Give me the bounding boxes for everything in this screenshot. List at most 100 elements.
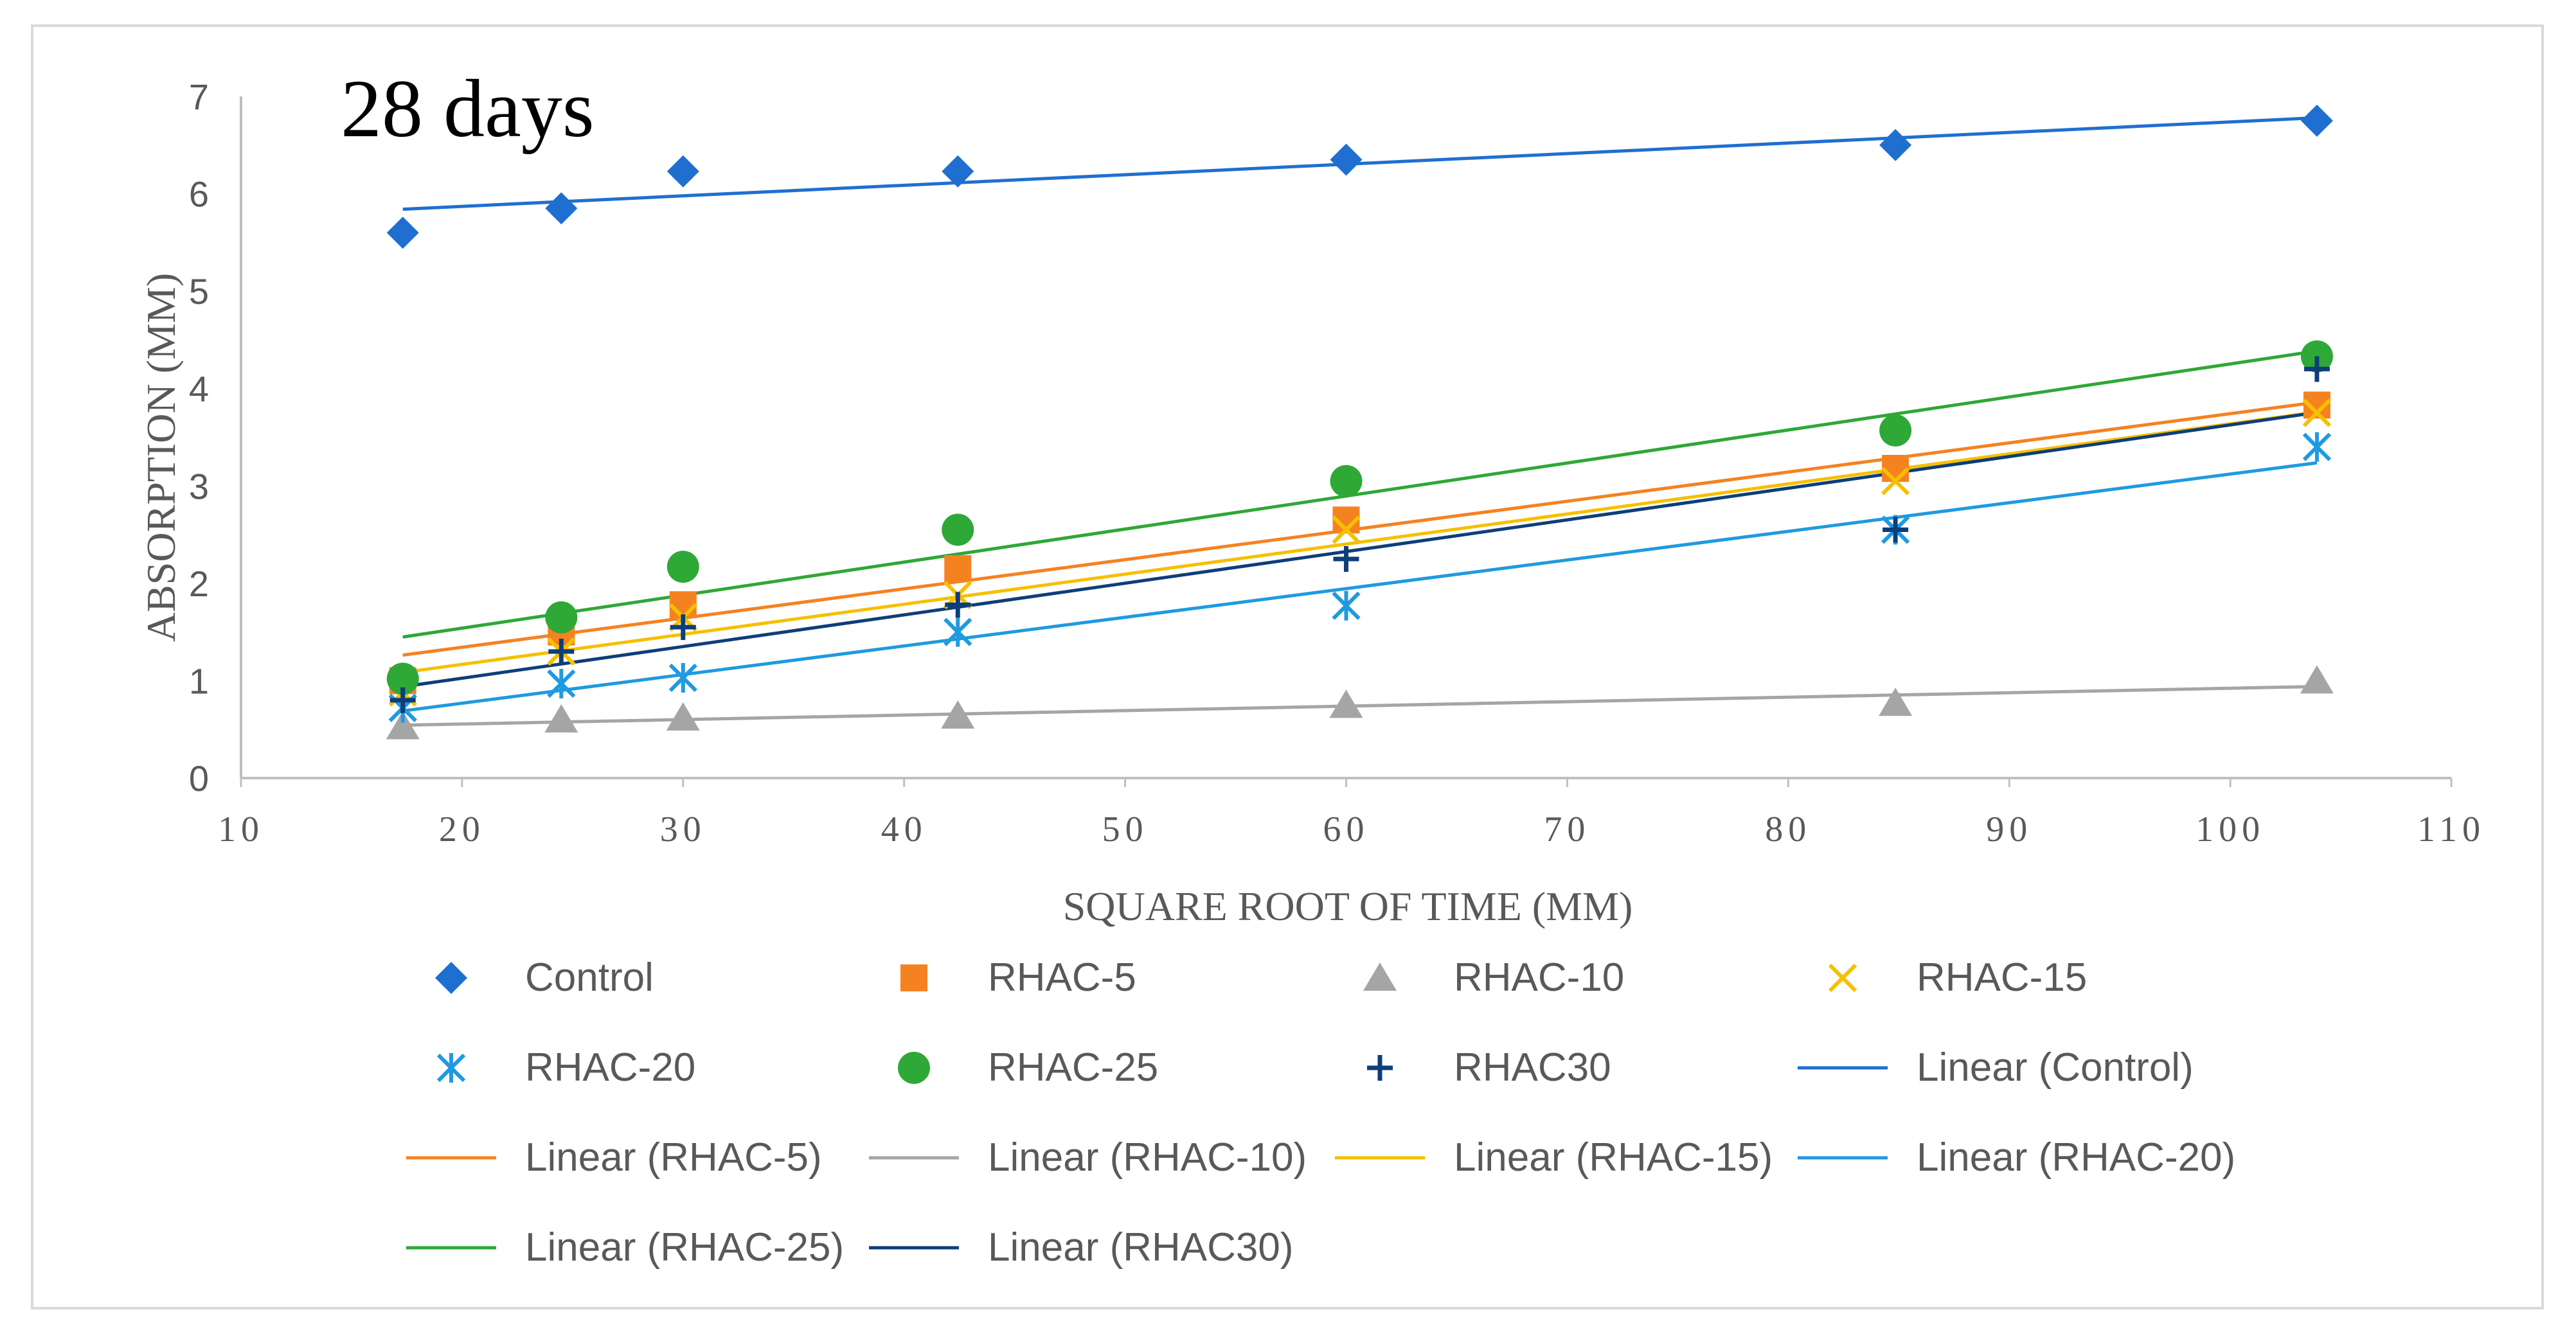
y-tick-label: 2 bbox=[189, 563, 209, 604]
legend-item: Control bbox=[435, 955, 654, 1000]
legend-label: RHAC30 bbox=[1454, 1045, 1611, 1090]
data-point-rhac30 bbox=[389, 687, 416, 713]
legend-item: Linear (RHAC-20) bbox=[1798, 1135, 2235, 1180]
data-point-rhac30 bbox=[670, 614, 696, 641]
legend-marker-rhac-5 bbox=[900, 964, 927, 991]
y-axis-title: ABSORPTION (MM) bbox=[138, 273, 184, 642]
legend-item: RHAC30 bbox=[1367, 1045, 1611, 1090]
data-point-rhac-10 bbox=[544, 704, 578, 733]
data-point-control bbox=[545, 192, 578, 225]
data-point-rhac-20 bbox=[547, 668, 576, 698]
data-point-rhac30 bbox=[548, 638, 575, 664]
y-tick-label: 5 bbox=[189, 271, 209, 312]
trendline-layer bbox=[402, 116, 2318, 727]
data-point-control bbox=[666, 155, 699, 188]
legend-label: Linear (RHAC30) bbox=[988, 1225, 1294, 1270]
trendline-rhac-15 bbox=[402, 410, 2318, 675]
data-point-rhac-10 bbox=[386, 711, 420, 740]
legend-label: RHAC-20 bbox=[525, 1045, 695, 1090]
data-point-control bbox=[1330, 143, 1363, 176]
data-point-rhac-20 bbox=[1332, 590, 1361, 621]
x-axis-title: SQUARE ROOT OF TIME (MM) bbox=[1063, 883, 1633, 929]
legend-item: Linear (RHAC-10) bbox=[869, 1135, 1307, 1180]
data-point-rhac-5 bbox=[1882, 455, 1910, 483]
legend-item: Linear (RHAC-15) bbox=[1335, 1135, 1773, 1180]
trendline-rhac-5 bbox=[402, 400, 2318, 657]
data-point-rhac-25 bbox=[666, 551, 699, 583]
data-point-rhac-15 bbox=[2302, 398, 2332, 427]
data-point-rhac-25 bbox=[545, 601, 578, 634]
data-point-control bbox=[386, 217, 419, 249]
legend-label: RHAC-5 bbox=[988, 955, 1136, 1000]
y-tick-label: 4 bbox=[189, 369, 209, 409]
legend-marker-rhac-25 bbox=[898, 1052, 930, 1084]
legend-marker-rhac-20 bbox=[436, 1053, 466, 1083]
chart-frame: 10 20 30 40 50 60 70 80 90 100 110 0 1 2 3 4 5 6 7 28 days… bbox=[31, 24, 2544, 1309]
y-tick-label: 6 bbox=[189, 174, 209, 215]
x-tick-label: 110 bbox=[2417, 810, 2485, 849]
legend-label: Linear (Control) bbox=[1917, 1045, 2194, 1090]
legend-item: RHAC-25 bbox=[898, 1045, 1158, 1090]
trendline-rhac-10 bbox=[402, 684, 2317, 727]
data-point-rhac-25 bbox=[1879, 414, 1912, 447]
legend-item: Linear (RHAC30) bbox=[869, 1225, 1294, 1270]
x-tick-label: 20 bbox=[439, 810, 485, 849]
legend-label: Control bbox=[525, 955, 654, 1000]
data-point-rhac-10 bbox=[1879, 687, 1913, 716]
legend-label: Linear (RHAC-20) bbox=[1917, 1135, 2235, 1180]
data-point-rhac30 bbox=[945, 592, 971, 618]
x-tick-label: 90 bbox=[1986, 810, 2032, 849]
legend-label: RHAC-25 bbox=[988, 1045, 1158, 1090]
y-tick-label: 0 bbox=[189, 758, 209, 799]
data-point-rhac-10 bbox=[666, 702, 700, 731]
data-point-rhac-15 bbox=[1332, 515, 1361, 544]
legend-item: Linear (Control) bbox=[1798, 1045, 2194, 1090]
legend-marker-rhac30 bbox=[1367, 1055, 1393, 1081]
legend-marker-control bbox=[435, 962, 467, 994]
marker-layer bbox=[386, 104, 2334, 740]
chart-svg: 10 20 30 40 50 60 70 80 90 100 110 0 1 2 3 4 5 6 7 28 days… bbox=[138, 63, 2485, 1270]
legend-item: RHAC-5 bbox=[900, 955, 1136, 1000]
trendline-rhac30 bbox=[402, 411, 2318, 689]
x-tick-label: 60 bbox=[1323, 810, 1370, 849]
legend-marker-rhac-10 bbox=[1363, 962, 1397, 991]
data-point-control bbox=[1879, 129, 1912, 161]
legend-label: Linear (RHAC-5) bbox=[525, 1135, 822, 1180]
axes-layer: 10 20 30 40 50 60 70 80 90 100 110 0 1 2 3 4 5 6 7 bbox=[189, 76, 2485, 849]
trendline-rhac-25 bbox=[402, 349, 2318, 639]
x-tick-label: 80 bbox=[1765, 810, 1811, 849]
data-point-rhac30 bbox=[2303, 356, 2330, 382]
legend-item: RHAC-20 bbox=[436, 1045, 695, 1090]
data-point-rhac-5 bbox=[669, 591, 697, 619]
x-tick-label: 40 bbox=[881, 810, 927, 849]
data-point-rhac-20 bbox=[668, 662, 697, 693]
legend-item: RHAC-15 bbox=[1828, 955, 2087, 1000]
legend-label: Linear (RHAC-10) bbox=[988, 1135, 1307, 1180]
data-point-control bbox=[2300, 104, 2333, 137]
legend: Control RHAC-5 RHAC-10 RHAC-15 RHAC-20 RHAC-2… bbox=[406, 955, 2235, 1270]
chart-title: 28 days bbox=[341, 63, 595, 154]
data-point-rhac-25 bbox=[386, 662, 419, 695]
data-point-rhac-10 bbox=[1329, 689, 1363, 718]
legend-item: Linear (RHAC-5) bbox=[406, 1135, 822, 1180]
legend-item: RHAC-10 bbox=[1363, 955, 1624, 1000]
legend-label: RHAC-15 bbox=[1917, 955, 2087, 1000]
trendline-rhac-20 bbox=[402, 461, 2318, 713]
data-point-rhac-10 bbox=[941, 700, 975, 729]
data-point-rhac30 bbox=[1883, 517, 1909, 543]
x-tick-label: 70 bbox=[1544, 810, 1590, 849]
data-point-rhac30 bbox=[1333, 545, 1359, 572]
legend-label: Linear (RHAC-15) bbox=[1454, 1135, 1773, 1180]
data-point-rhac-25 bbox=[1330, 465, 1363, 497]
y-tick-label: 3 bbox=[189, 466, 209, 506]
data-point-rhac-10 bbox=[2300, 665, 2334, 694]
data-point-rhac-5 bbox=[944, 555, 972, 583]
y-tick-label: 7 bbox=[189, 76, 209, 117]
trendline-control bbox=[402, 116, 2318, 211]
legend-label: RHAC-10 bbox=[1454, 955, 1624, 1000]
x-tick-label: 100 bbox=[2196, 810, 2265, 849]
data-point-rhac-25 bbox=[942, 513, 974, 546]
data-point-rhac-15 bbox=[1881, 466, 1910, 495]
y-tick-label: 1 bbox=[189, 661, 209, 701]
x-tick-label: 10 bbox=[218, 810, 264, 849]
